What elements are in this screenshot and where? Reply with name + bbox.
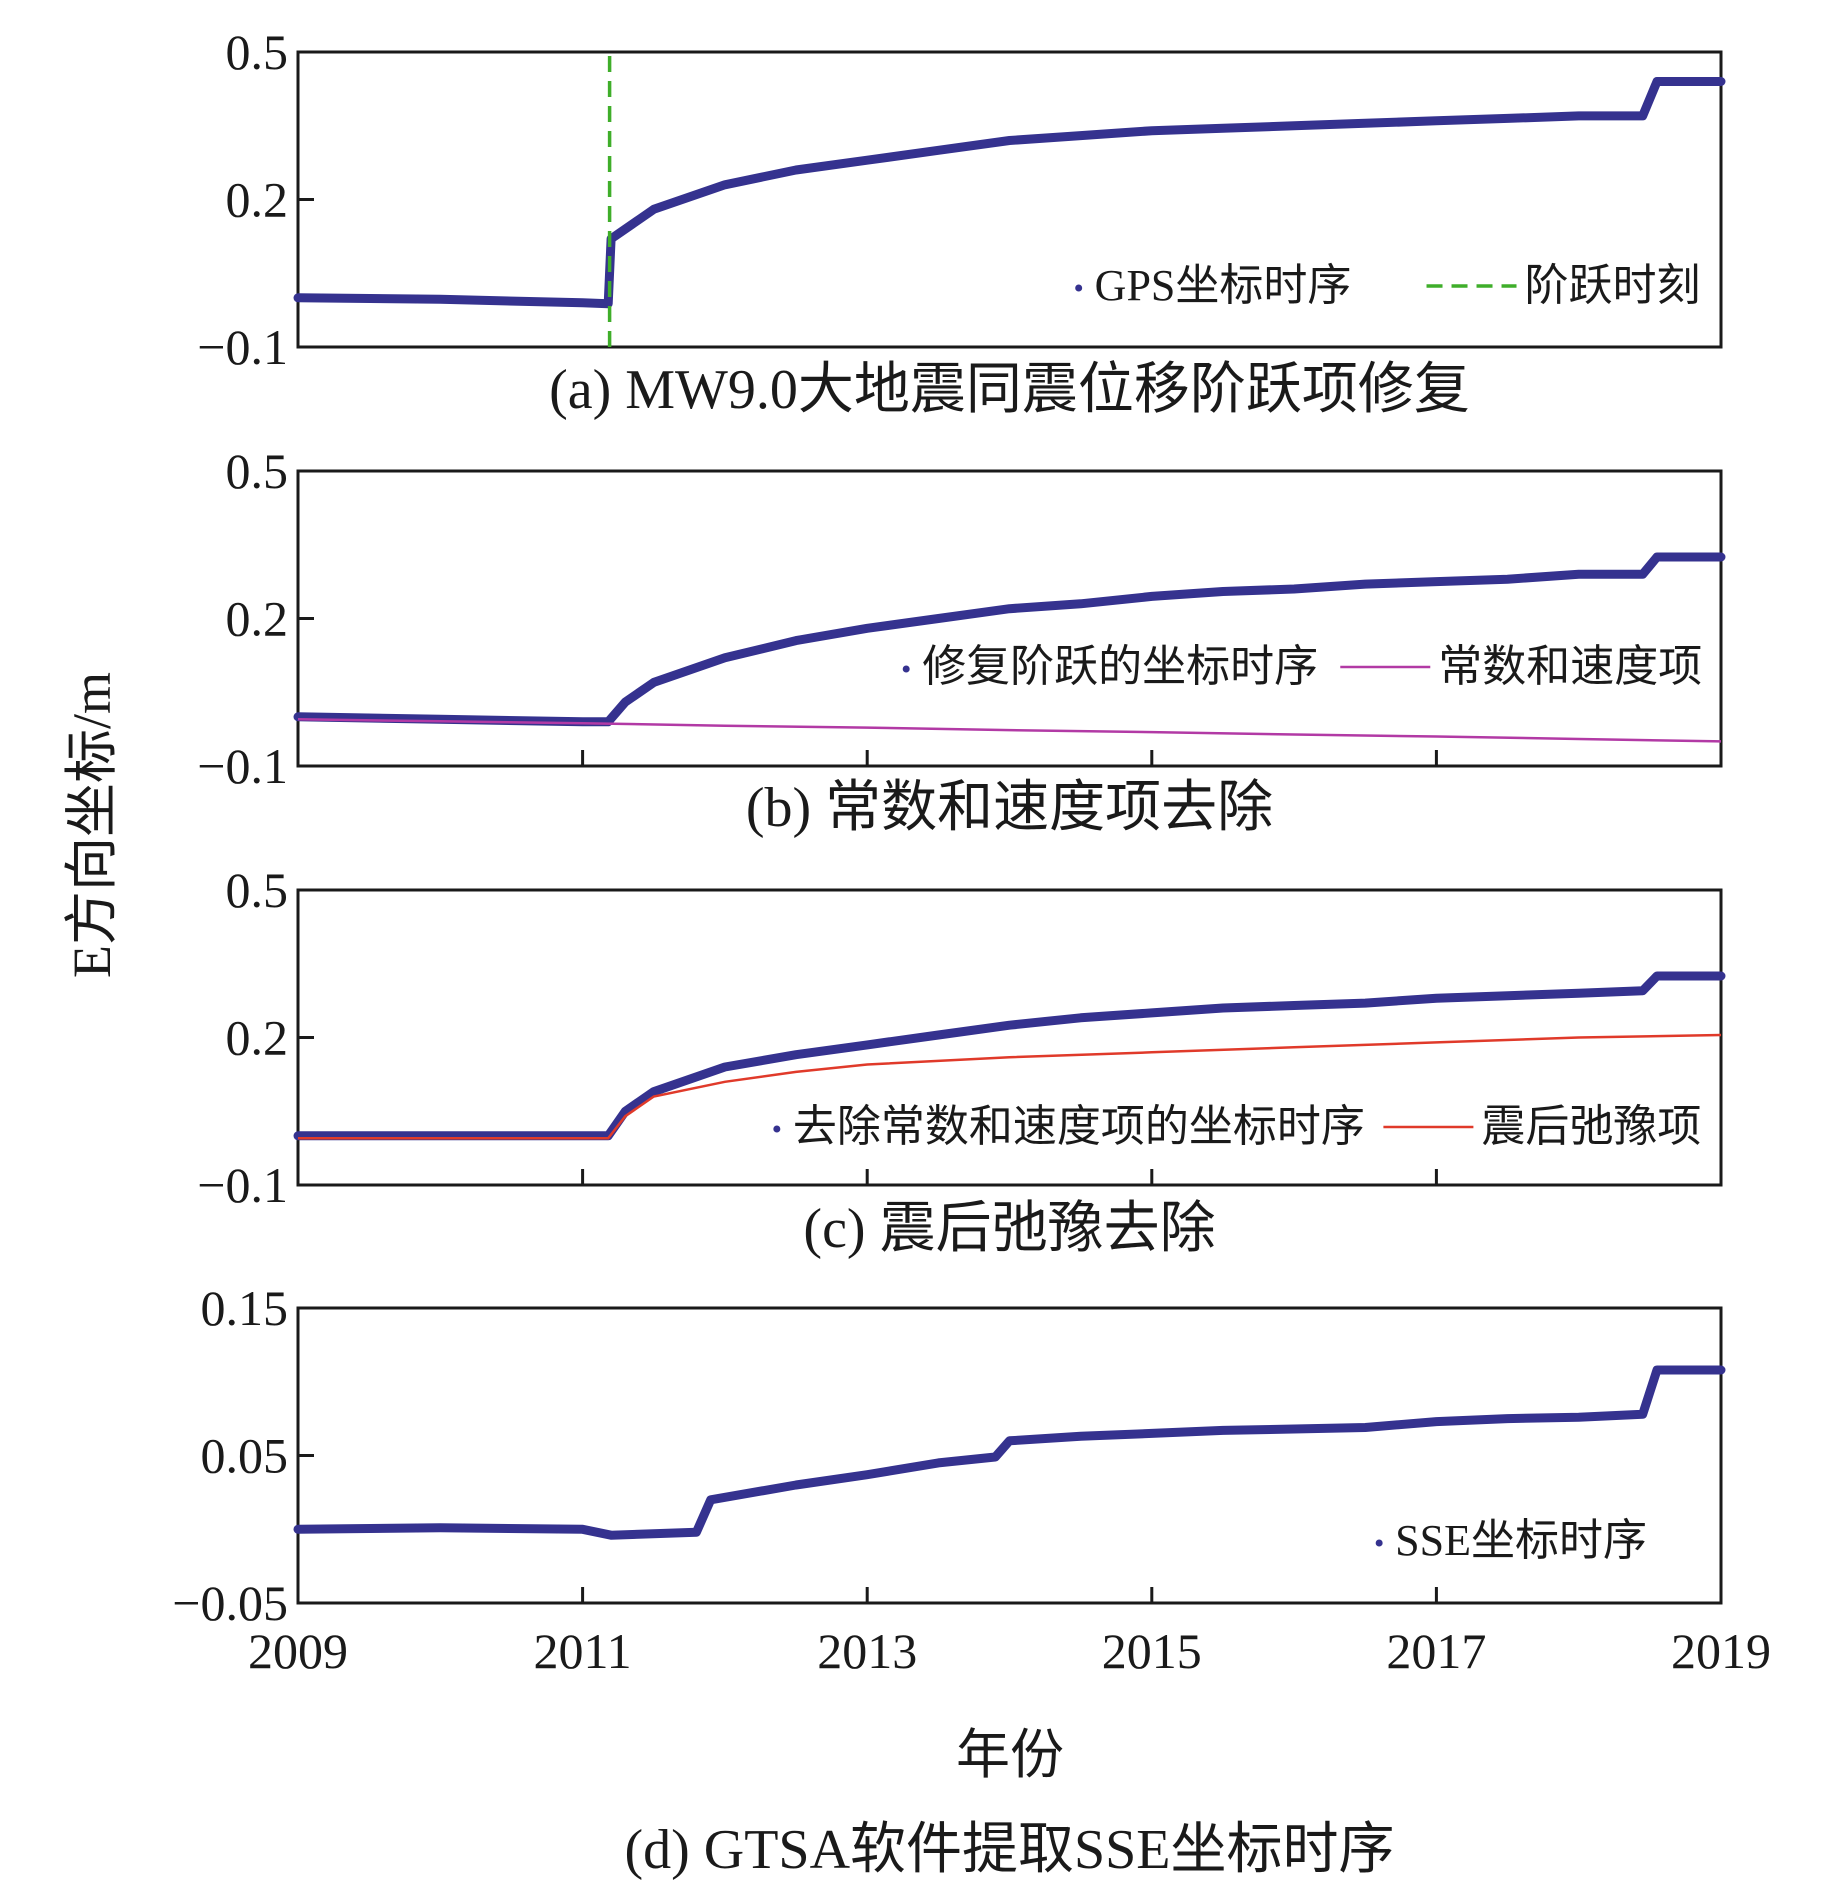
legend-label: 去除常数和速度项的坐标时序 <box>793 1102 1365 1151</box>
y-tick-label: −0.05 <box>172 1575 288 1631</box>
x-axis-title: 年份 <box>956 1725 1064 1785</box>
panels: −0.1 0.2 0.5 GPS坐标时序 阶跃时刻 (a) MW9.0大地震同震位移阶跃项… <box>172 24 1771 1881</box>
y-tick-label: 0.15 <box>201 1280 289 1336</box>
y-tick-label: −0.1 <box>197 1157 288 1213</box>
legend-label: 常数和速度项 <box>1438 642 1702 691</box>
y-tick-label: 0.2 <box>226 172 289 228</box>
legend-symbol <box>773 1125 781 1133</box>
legend-label: 阶跃时刻 <box>1525 261 1701 310</box>
panel-caption: (b) 常数和速度项去除 <box>746 777 1273 839</box>
series-a-0 <box>293 77 1726 309</box>
y-tick-label: −0.1 <box>197 319 288 375</box>
y-tick-label: 0.5 <box>226 443 289 499</box>
y-tick-label: 0.2 <box>226 1010 289 1066</box>
legend-label: GPS坐标时序 <box>1095 261 1352 310</box>
y-tick-label: 0.5 <box>226 24 289 80</box>
legend-symbol <box>902 665 910 673</box>
y-tick-label: 0.05 <box>201 1428 289 1484</box>
panel-caption: (c) 震后弛豫去除 <box>803 1198 1215 1260</box>
x-tick-label: 2015 <box>1102 1623 1202 1679</box>
x-tick-label: 2017 <box>1386 1623 1486 1679</box>
series-b-0 <box>293 552 1726 727</box>
legend-symbol <box>1375 1539 1383 1547</box>
series-b-1 <box>297 718 1722 743</box>
legend-label: 震后弛豫项 <box>1481 1102 1701 1151</box>
panel-caption: (a) MW9.0大地震同震位移阶跃项修复 <box>549 359 1470 421</box>
x-tick-label: 2011 <box>534 1623 632 1679</box>
panel-d: −0.05 0.05 0.15 2009 2011 2013 2015 2017 2019 SSE… <box>172 1280 1771 1881</box>
series-d-0 <box>293 1365 1726 1540</box>
y-axis-title: E方向坐标/m <box>62 672 122 978</box>
panel-c: −0.1 0.2 0.5 去除常数和速度项的坐标时序 震后弛豫项 (c) 震后弛豫去除 <box>197 862 1726 1260</box>
x-tick-label: 2013 <box>817 1623 917 1679</box>
panel-a: −0.1 0.2 0.5 GPS坐标时序 阶跃时刻 (a) MW9.0大地震同震位移阶跃项… <box>197 24 1726 421</box>
y-tick-label: −0.1 <box>197 738 288 794</box>
series-c-1 <box>298 1033 1722 1140</box>
x-tick-label: 2019 <box>1671 1623 1771 1679</box>
y-tick-label: 0.5 <box>226 862 289 918</box>
series-c-0 <box>293 971 1726 1141</box>
legend-symbol <box>1075 284 1083 292</box>
legend-label: 修复阶跃的坐标时序 <box>922 642 1318 691</box>
y-tick-label: 0.2 <box>226 591 289 647</box>
x-tick-label: 2009 <box>248 1623 348 1679</box>
panel-caption: (d) GTSA软件提取SSE坐标时序 <box>624 1819 1394 1881</box>
legend-label: SSE坐标时序 <box>1395 1516 1647 1565</box>
panel-b: −0.1 0.2 0.5 修复阶跃的坐标时序 常数和速度项 (b) 常数和速度项去除 <box>197 443 1726 839</box>
